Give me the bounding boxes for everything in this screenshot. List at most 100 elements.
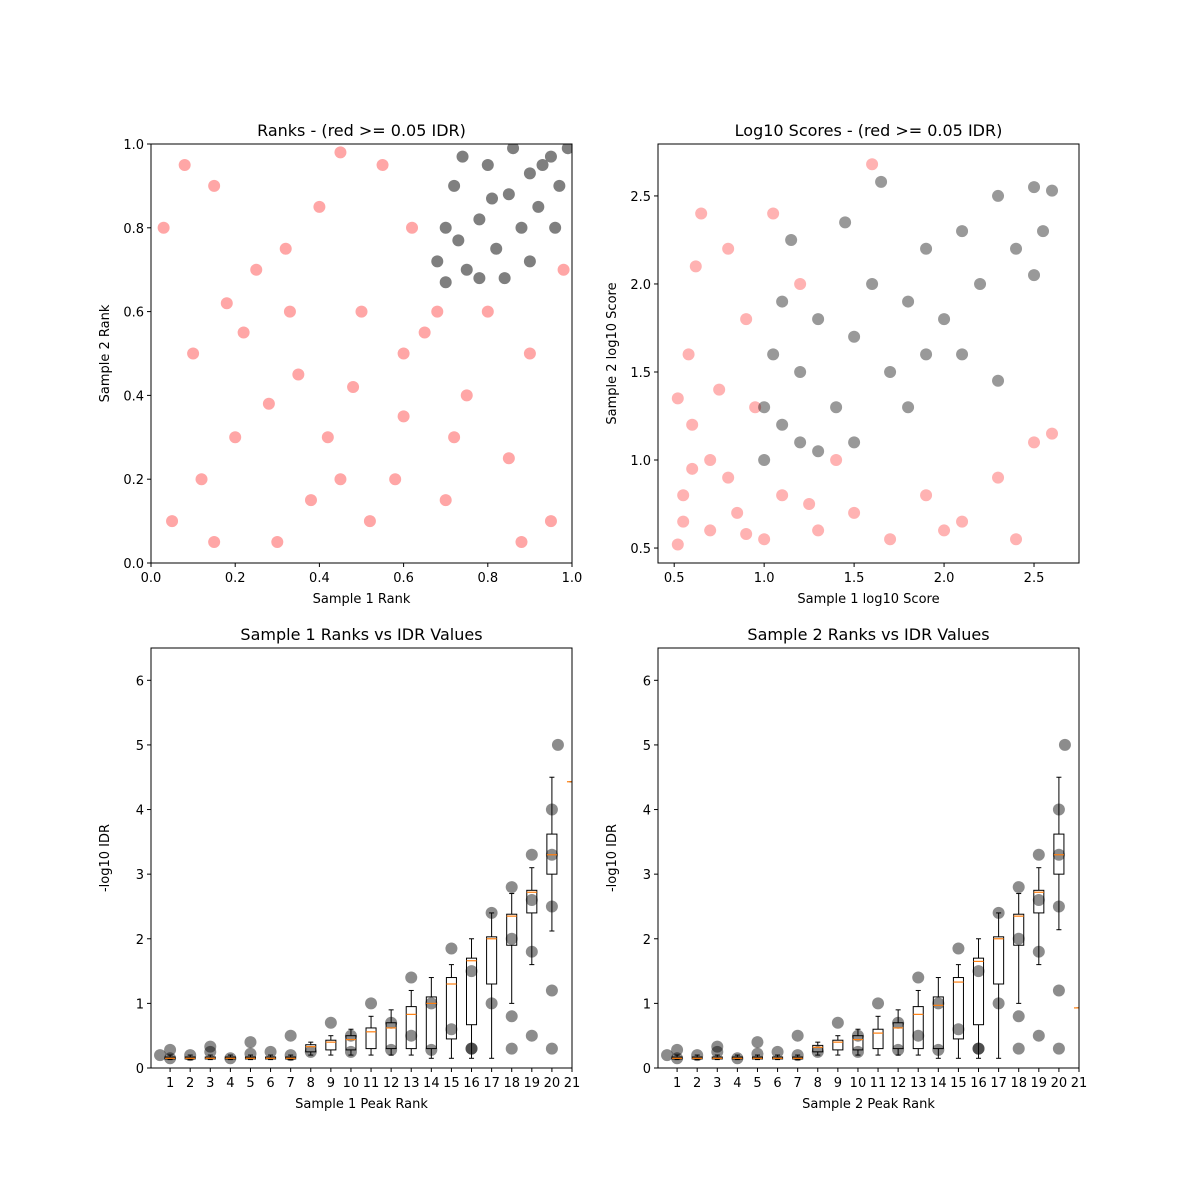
y-tick-label: 3 — [643, 868, 651, 883]
point — [686, 418, 699, 431]
point — [992, 471, 1005, 484]
point — [292, 368, 305, 381]
point — [557, 263, 570, 276]
point — [204, 1045, 217, 1058]
box — [385, 1022, 397, 1050]
point — [244, 1036, 257, 1049]
point — [505, 1010, 518, 1023]
x-tick-label: 4 — [226, 1076, 234, 1091]
point — [229, 431, 242, 444]
point — [549, 221, 562, 234]
point — [264, 1045, 277, 1058]
x-tick-label: 0.6 — [393, 571, 414, 586]
point — [439, 494, 452, 507]
point — [505, 881, 518, 894]
box — [912, 1006, 924, 1050]
point — [776, 295, 789, 308]
point — [912, 971, 925, 984]
x-tick-label: 7 — [287, 1076, 295, 1091]
point — [711, 1040, 724, 1053]
point — [505, 1042, 518, 1055]
point — [498, 272, 511, 285]
y-axis-label: Sample 2 Rank — [98, 304, 113, 402]
point — [157, 221, 170, 234]
point — [695, 207, 708, 220]
point — [830, 454, 843, 467]
point — [671, 1043, 684, 1056]
point — [473, 213, 486, 226]
point — [283, 305, 296, 318]
x-tick-label: 1 — [166, 1076, 174, 1091]
point — [363, 515, 376, 528]
box — [546, 833, 558, 875]
point — [812, 524, 825, 537]
box — [952, 977, 964, 1040]
plot-area — [154, 738, 572, 1065]
x-axis-label: Sample 1 Rank — [313, 592, 411, 607]
point — [704, 454, 717, 467]
point — [439, 276, 452, 289]
x-tick-label: 1.0 — [754, 571, 775, 586]
point — [481, 305, 494, 318]
point — [347, 381, 360, 394]
point — [952, 1023, 965, 1036]
point — [389, 473, 402, 486]
point — [803, 498, 816, 511]
point — [418, 326, 431, 339]
x-tick-label: 6 — [773, 1076, 781, 1091]
chart-title: Sample 2 Ranks vs IDR Values — [747, 625, 989, 644]
x-tick-label: 20 — [544, 1076, 561, 1091]
point — [536, 158, 549, 171]
point — [704, 524, 717, 537]
x-tick-label: 0.0 — [141, 571, 162, 586]
point — [758, 401, 771, 414]
point — [776, 418, 789, 431]
point — [452, 234, 465, 247]
point — [237, 326, 250, 339]
point — [166, 515, 179, 528]
point — [544, 150, 557, 163]
x-tick-label: 1.0 — [562, 571, 583, 586]
x-tick-label: 15 — [950, 1076, 967, 1091]
x-tick-label: 20 — [1051, 1076, 1068, 1091]
point — [920, 348, 933, 361]
point — [711, 1045, 724, 1058]
point — [884, 365, 897, 378]
point — [686, 462, 699, 475]
x-tick-label: 3 — [206, 1076, 214, 1091]
y-tick-label: 0 — [643, 1062, 651, 1077]
point — [1032, 848, 1045, 861]
y-tick-label: 3 — [136, 868, 144, 883]
y-tick-label: 2 — [136, 933, 144, 948]
point — [722, 242, 735, 255]
x-tick-label: 10 — [343, 1076, 360, 1091]
point — [178, 158, 191, 171]
subplot: Ranks - (red >= 0.05 IDR) Sample 1 Rank Sa… — [98, 121, 582, 607]
point — [830, 401, 843, 414]
plot-area — [671, 158, 1059, 551]
point — [376, 158, 389, 171]
box — [486, 936, 498, 985]
x-tick-label: 13 — [403, 1076, 420, 1091]
point — [920, 242, 933, 255]
y-tick-label: 0 — [136, 1062, 144, 1077]
y-tick-label: 1 — [136, 997, 144, 1012]
point — [502, 188, 515, 201]
point — [839, 216, 852, 229]
box — [832, 1039, 844, 1051]
point — [920, 489, 933, 502]
y-tick-label: 4 — [643, 804, 651, 819]
y-tick-label: 1.0 — [123, 138, 144, 153]
point — [523, 255, 536, 268]
point — [689, 260, 702, 273]
point — [1012, 932, 1025, 945]
point — [195, 473, 208, 486]
x-tick-label: 10 — [850, 1076, 867, 1091]
box — [425, 996, 437, 1050]
point — [956, 225, 969, 238]
point — [460, 263, 473, 276]
point — [525, 894, 538, 906]
point — [448, 431, 461, 444]
point — [677, 489, 690, 502]
x-tick-label: 0.2 — [225, 571, 246, 586]
